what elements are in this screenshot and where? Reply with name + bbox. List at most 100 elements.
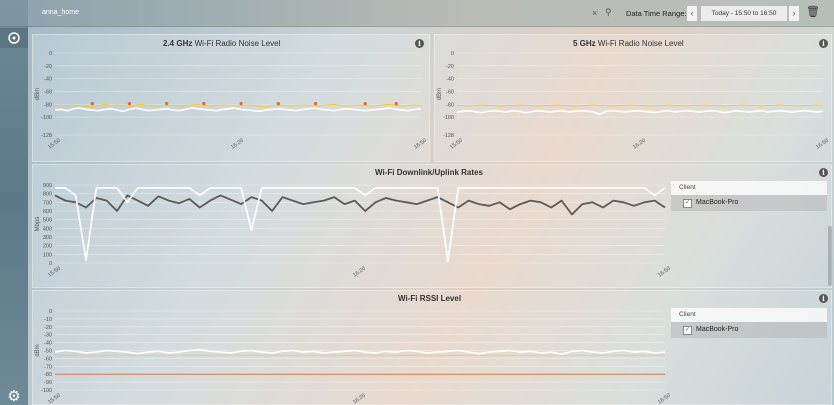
client-header: Client bbox=[671, 308, 827, 322]
sidebar-logo-area bbox=[0, 0, 28, 26]
noise-spike-marker bbox=[90, 102, 94, 106]
page-scrollbar[interactable] bbox=[828, 226, 832, 286]
info-icon[interactable]: i bbox=[819, 294, 828, 303]
rssi-chart: 0 -10 -20 -30 -40 -50-60 -70 -80 -90 -100 dBm 15:50… bbox=[35, 309, 672, 404]
y-tick-label: -50 bbox=[44, 349, 52, 355]
client-row[interactable]: ✓ MacBook-Pro bbox=[671, 195, 827, 211]
y-tick-label: 200 bbox=[43, 244, 52, 250]
series-line bbox=[54, 194, 666, 216]
series-line bbox=[456, 109, 824, 116]
y-tick-label: -40 bbox=[44, 341, 52, 347]
y-tick-label: -90 bbox=[44, 380, 52, 386]
sidebar-item-dashboard[interactable] bbox=[0, 28, 28, 48]
series-line bbox=[54, 107, 422, 113]
trash-icon[interactable]: 🗑 bbox=[806, 6, 820, 18]
y-tick-label: 800 bbox=[43, 192, 52, 198]
noise-24ghz-chart: 0 -20 -40 -60 -80 -100 -128 dBm 15:50 16:20 16:50 bbox=[35, 51, 428, 151]
y-tick-label: -30 bbox=[44, 333, 52, 339]
y-axis-label: dBm bbox=[35, 88, 41, 100]
y-tick-label: -100 bbox=[41, 115, 52, 121]
x-tick-label: 16:20 bbox=[352, 266, 367, 279]
client-header: Client bbox=[671, 181, 827, 195]
noise-5ghz-chart: 0 -20 -40 -60 -80 -100 -128 dBm 15:50 16:20 16:50 bbox=[437, 51, 830, 151]
site-name: anna_home bbox=[42, 9, 79, 16]
y-tick-label: -100 bbox=[443, 115, 454, 121]
noise-24ghz-title: 2.4 GHz Wi-Fi Radio Noise Level bbox=[163, 39, 280, 48]
y-tick-label: 500 bbox=[43, 218, 52, 224]
series-line bbox=[457, 104, 824, 107]
noise-spike-marker bbox=[276, 102, 280, 106]
rssi-client-list: Client ✓ MacBook-Pro bbox=[671, 308, 827, 338]
rates-chart: 900 800 700 600 500 400 300 200 100 0 Mbps 15:50 16:… bbox=[35, 183, 672, 279]
next-range-button[interactable]: › bbox=[788, 5, 800, 22]
noise-24ghz-band: 2.4 GHz bbox=[163, 39, 193, 48]
x-tick-label: 16:20 bbox=[230, 138, 245, 151]
x-tick-label: 15:50 bbox=[449, 138, 464, 151]
prev-range-button[interactable]: ‹ bbox=[686, 5, 698, 22]
y-tick-label: -100 bbox=[41, 388, 52, 394]
noise-spike-marker bbox=[165, 102, 169, 106]
sidebar: ⚙ bbox=[0, 0, 28, 405]
client-name: MacBook-Pro bbox=[696, 199, 739, 206]
x-tick-label: 16:50 bbox=[815, 138, 830, 151]
y-tick-label: -40 bbox=[44, 77, 52, 83]
rssi-panel: Wi-Fi RSSI Level i 0 -10 -20 -30 -40 -50 -60 -7… bbox=[32, 290, 832, 405]
noise-5ghz-title-text: Wi-Fi Radio Noise Level bbox=[597, 39, 684, 48]
series-line bbox=[55, 187, 666, 263]
x-tick-label: 16:50 bbox=[657, 266, 672, 279]
info-icon[interactable]: i bbox=[415, 39, 424, 48]
datetime-range-picker[interactable]: Today - 15:50 to 16:50 bbox=[700, 5, 788, 22]
chevron-right-icon: › bbox=[792, 8, 796, 18]
rates-client-list: Client ✓ MacBook-Pro bbox=[671, 181, 827, 211]
noise-spike-marker bbox=[313, 102, 318, 106]
client-row[interactable]: ✓ MacBook-Pro bbox=[671, 322, 827, 338]
noise-spike-marker bbox=[363, 102, 367, 106]
noise-24ghz-panel: 2.4 GHz Wi-Fi Radio Noise Level i 0 -20 -4… bbox=[32, 34, 430, 162]
search-icon[interactable]: ⚲ bbox=[605, 7, 612, 17]
y-tick-label: -60 bbox=[44, 356, 52, 362]
datetime-range-label: Data Time Range: bbox=[626, 9, 687, 18]
noise-spike-marker bbox=[202, 102, 206, 106]
y-tick-label: -70 bbox=[44, 364, 52, 370]
y-tick-label: -20 bbox=[446, 64, 454, 70]
y-tick-label: -20 bbox=[44, 325, 52, 331]
x-tick-label: 16:20 bbox=[632, 138, 647, 151]
info-icon[interactable]: i bbox=[819, 39, 828, 48]
noise-spike-marker bbox=[239, 102, 243, 106]
y-axis-label: Mbps bbox=[35, 217, 41, 232]
noise-24ghz-title-text: Wi-Fi Radio Noise Level bbox=[194, 39, 281, 48]
y-tick-label: 700 bbox=[43, 200, 52, 206]
y-tick-label: -10 bbox=[44, 317, 52, 323]
y-tick-label: 400 bbox=[43, 226, 52, 232]
clear-icon[interactable]: × bbox=[592, 8, 598, 18]
y-tick-label: -80 bbox=[44, 102, 52, 108]
y-tick-label: 0 bbox=[49, 51, 52, 57]
noise-spike-marker bbox=[127, 102, 132, 106]
x-tick-label: 15:50 bbox=[47, 138, 62, 151]
x-tick-label: 16:50 bbox=[413, 138, 428, 151]
checkbox[interactable]: ✓ bbox=[683, 326, 692, 335]
y-axis-label: dBm bbox=[437, 88, 443, 100]
y-tick-label: 300 bbox=[43, 235, 52, 241]
y-tick-label: 0 bbox=[451, 51, 454, 57]
checkbox[interactable]: ✓ bbox=[683, 199, 692, 208]
gear-icon[interactable]: ⚙ bbox=[7, 388, 21, 405]
y-tick-label: -20 bbox=[44, 64, 52, 70]
y-tick-label: -128 bbox=[443, 133, 454, 139]
y-axis-label: dBm bbox=[35, 344, 41, 356]
rates-title: Wi-Fi Downlink/Uplink Rates bbox=[375, 168, 483, 177]
y-tick-label: 100 bbox=[43, 252, 52, 258]
rates-panel: Wi-Fi Downlink/Uplink Rates i 900 800 700 6… bbox=[32, 164, 832, 288]
x-tick-label: 16:50 bbox=[657, 393, 672, 404]
series-line bbox=[54, 348, 666, 356]
noise-5ghz-panel: 5 GHz Wi-Fi Radio Noise Level i 0 -20 -40 -… bbox=[434, 34, 832, 162]
noise-spike-marker bbox=[394, 102, 398, 106]
y-tick-label: 0 bbox=[49, 261, 52, 267]
y-tick-label: -80 bbox=[446, 102, 454, 108]
y-tick-label: -80 bbox=[44, 372, 52, 378]
info-icon[interactable]: i bbox=[819, 168, 828, 177]
y-tick-label: 600 bbox=[43, 209, 52, 215]
client-name: MacBook-Pro bbox=[696, 326, 739, 333]
y-tick-label: -60 bbox=[44, 89, 52, 95]
noise-5ghz-band: 5 GHz bbox=[573, 39, 596, 48]
